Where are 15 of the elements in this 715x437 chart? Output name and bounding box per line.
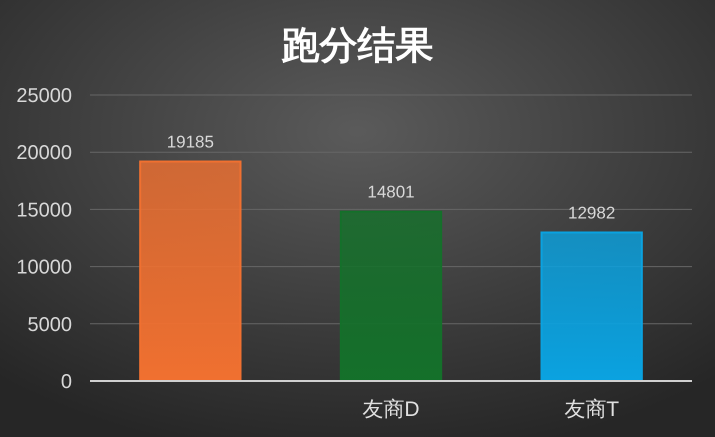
- data-label: 19185: [166, 132, 214, 152]
- y-tick-label: 0: [60, 371, 72, 393]
- y-tick-label: 10000: [16, 256, 72, 279]
- bar: [540, 231, 643, 382]
- x-tick-label: 友商T: [564, 398, 620, 421]
- y-tick-label: 5000: [28, 314, 72, 336]
- bar: [340, 210, 442, 382]
- bar: [139, 160, 242, 382]
- chart-title: 跑分结果: [280, 25, 434, 67]
- y-tick-label: 25000: [16, 85, 72, 107]
- data-label: 12982: [568, 203, 616, 222]
- y-tick-label: 15000: [16, 199, 72, 222]
- data-label: 14801: [367, 182, 415, 202]
- y-tick-label: 20000: [16, 142, 72, 164]
- x-tick-label: 友商D: [362, 398, 420, 421]
